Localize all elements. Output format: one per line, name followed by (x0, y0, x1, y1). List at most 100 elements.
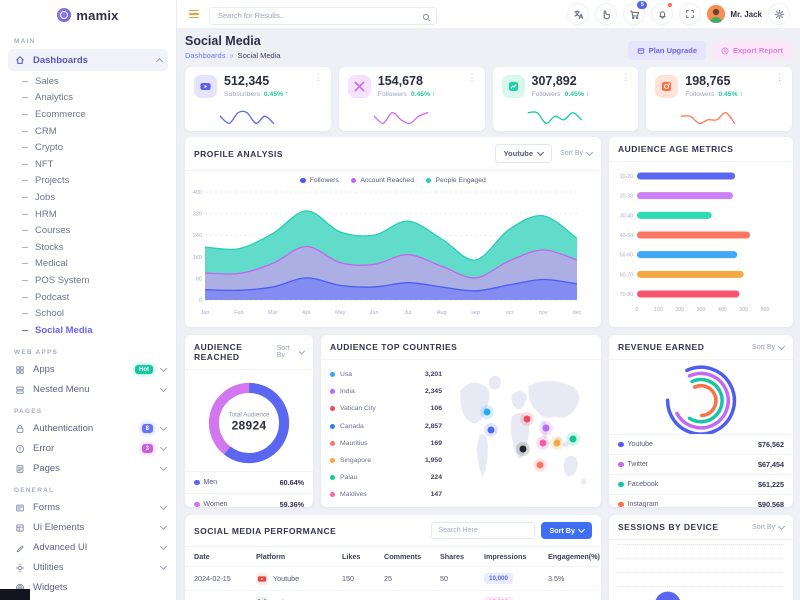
kebab-menu-icon[interactable]: ⋮ (467, 72, 477, 82)
section-label-main: MAIN (14, 38, 36, 45)
sparkline-chart (527, 111, 582, 124)
svg-text:80: 80 (196, 276, 202, 282)
bell-icon[interactable] (651, 3, 674, 25)
sessions-plot (618, 544, 784, 600)
stat-label: Subscribers (224, 90, 260, 98)
translate-icon[interactable] (567, 3, 590, 25)
chevron-down-icon (159, 423, 168, 432)
sidebar-subitem[interactable]: Jobs (0, 189, 176, 206)
profile-analysis-card: PROFILE ANALYSIS Youtube Sort By (185, 137, 601, 327)
form-icon (14, 502, 25, 513)
impressions-badge: 10,000 (484, 573, 513, 584)
sidebar-item-nested-menu[interactable]: Nested Menu (0, 380, 176, 400)
legend-dot (300, 177, 306, 184)
country-dot (330, 389, 335, 395)
sidebar-subitem[interactable]: POS System (0, 272, 176, 289)
kebab-menu-icon[interactable]: ⋮ (775, 72, 784, 82)
tool-icon (14, 562, 25, 573)
sidebar-subitem[interactable]: Social Media (0, 322, 176, 339)
legend-dot (194, 501, 200, 507)
sidebar-item-ui-elements[interactable]: Ui Elements (0, 518, 176, 538)
sidebar-subitem[interactable]: Courses (0, 222, 176, 239)
fullscreen-icon[interactable] (679, 3, 702, 25)
svg-text:320: 320 (193, 212, 202, 218)
sidebar-subitem[interactable]: Analytics (0, 90, 176, 107)
settings-gear-icon[interactable] (768, 3, 790, 25)
sort-by-dropdown[interactable]: Sort By (752, 342, 786, 351)
dash-icon (22, 263, 28, 265)
sidebar-subitem[interactable]: NFT (0, 156, 176, 173)
search-input[interactable] (209, 6, 437, 25)
sidebar-subitem[interactable]: Crypto (0, 139, 176, 156)
logo[interactable]: mamix (0, 0, 176, 30)
stat-value: 154,678 (377, 74, 423, 88)
sidebar-subitem[interactable]: Ecommerce (0, 106, 176, 123)
table-row[interactable]: 2024-02-14 Twitter 200 30 70 15,000 (185, 591, 601, 600)
table-search-input[interactable] (431, 522, 536, 539)
legend-dot (618, 481, 624, 488)
sidebar-subitem[interactable]: School (0, 305, 176, 322)
svg-text:nov: nov (539, 310, 548, 316)
sidebar-subitem[interactable]: CRM (0, 123, 176, 140)
chart-legend: Followers Account Reached People Engaged (185, 171, 601, 184)
search-icon[interactable] (422, 9, 431, 27)
breadcrumb-parent[interactable]: Dashboards (185, 51, 226, 60)
dash-icon (22, 97, 28, 99)
sidebar-item-authentication[interactable]: Authentication 8 (0, 419, 176, 439)
map-marker (539, 439, 547, 447)
sidebar-item-dashboards[interactable]: Dashboards (8, 49, 168, 71)
row-4: SOCIAL MEDIA PERFORMANCE Sort By Date (185, 515, 793, 600)
sidebar-subitem[interactable]: HRM (0, 206, 176, 223)
audience-age-card: AUDIENCE AGE METRICS 10-20 20-30 30-40 40-5… (609, 137, 793, 327)
sidebar-subitem[interactable]: Podcast (0, 289, 176, 306)
stat-change: 0.45% ↑ (263, 90, 289, 98)
sort-by-dropdown[interactable]: Sort By (752, 522, 786, 531)
sidebar-item-pages[interactable]: Pages (0, 459, 176, 479)
card-title: AUDIENCE AGE METRICS (618, 144, 734, 154)
section-label-pages: PAGES (14, 407, 43, 415)
theme-hand-icon[interactable] (595, 3, 618, 25)
country-row: Canada 2,857 (330, 418, 442, 435)
kebab-menu-icon[interactable]: ⋮ (313, 72, 323, 82)
sidebar-item-advanced-ui[interactable]: Advanced UI (0, 538, 176, 558)
file-icon (14, 463, 25, 474)
cart-icon[interactable]: 5 (623, 1, 648, 25)
export-report-button[interactable]: Export Report (711, 41, 792, 60)
kebab-menu-icon[interactable]: ⋮ (621, 72, 631, 82)
authentication-badge: 8 (141, 424, 153, 433)
sidebar-subitem[interactable]: Projects (0, 173, 176, 190)
sort-by-dropdown[interactable]: Sort By (277, 345, 306, 359)
sort-by-dropdown[interactable]: Sort By (560, 148, 594, 157)
page-head: Social Media Dashboards » Social Media P… (185, 34, 792, 60)
audience-reached-card: AUDIENCE REACHED Sort By Total Audience … (185, 335, 313, 507)
sidebar-item-error[interactable]: Error 3 (0, 439, 176, 459)
legend-dot (194, 479, 200, 486)
sidebar-item-forms[interactable]: Forms (0, 498, 176, 518)
stat-card-messenger: ⋮ 307,892 Followers 0.45% ↑ (492, 67, 639, 131)
legend-row-women: Women 59.36% (185, 493, 313, 507)
sidebar-subitem[interactable]: Sales (0, 73, 176, 90)
sidebar-subitem[interactable]: Medical (0, 256, 176, 273)
sidebar-item-apps[interactable]: Apps Hot (0, 360, 176, 380)
legend-dot (618, 461, 624, 468)
logo-icon (57, 8, 72, 22)
table-sort-button[interactable]: Sort By (541, 522, 592, 539)
stat-label: Followers (685, 90, 715, 98)
download-icon (721, 47, 729, 54)
world-map-shape (460, 375, 586, 485)
platform-filter-dropdown[interactable]: Youtube (494, 144, 553, 163)
user-profile[interactable]: Mr. Jack (707, 5, 762, 23)
svg-text:50-60: 50-60 (620, 253, 633, 259)
sidebar-subitem[interactable]: Stocks (0, 239, 176, 256)
plan-upgrade-button[interactable]: Plan Upgrade (627, 41, 706, 60)
menu-toggle-icon[interactable] (187, 8, 201, 21)
svg-text:May: May (335, 310, 346, 316)
hot-badge: Hot (135, 365, 153, 374)
svg-text:30-40: 30-40 (620, 213, 633, 219)
row-3: AUDIENCE REACHED Sort By Total Audience … (185, 335, 793, 507)
sidebar-item-utilities[interactable]: Utilities (0, 558, 176, 578)
svg-text:70-80: 70-80 (620, 292, 633, 298)
stats-row: ⋮ 512,345 Subscribers 0.45% ↑ ⋮ (185, 67, 792, 131)
stat-card-twitter: ⋮ 154,678 Followers 0.45% ↑ (338, 67, 485, 131)
table-row[interactable]: 2024-02-15 Youtube 150 25 50 10,000 (185, 567, 601, 591)
